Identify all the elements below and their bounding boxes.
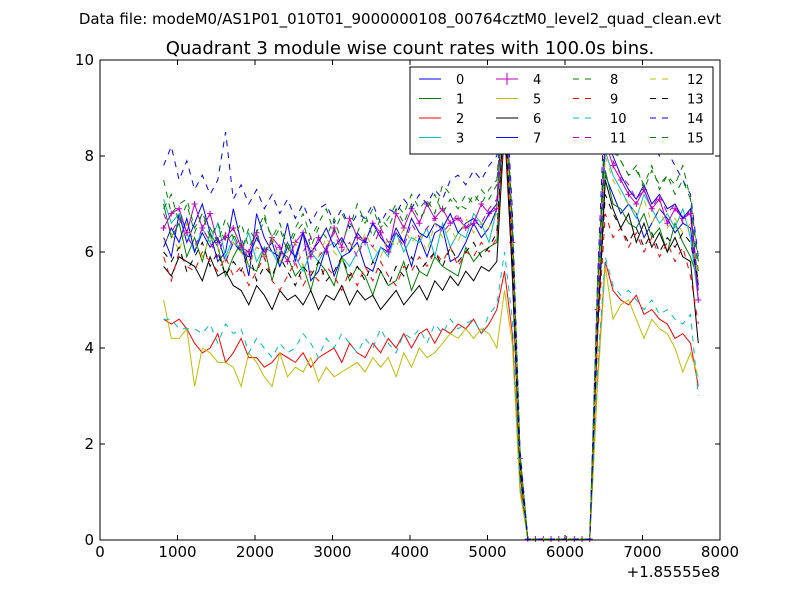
legend-label-15: 15 [687, 132, 704, 147]
figure-suptitle: Data file: modeM0/AS1P01_010T01_90000001… [79, 10, 721, 29]
legend-frame [409, 66, 714, 155]
series-4-point [199, 225, 206, 231]
series-4-point [393, 210, 400, 217]
series-4-point [633, 201, 640, 207]
x-tick-label: 5000 [468, 543, 506, 561]
series-line-15 [163, 79, 699, 540]
x-offset-label: +1.85555e8 [627, 563, 720, 581]
legend-label-8: 8 [610, 73, 618, 88]
x-tick-label: 1000 [158, 543, 196, 561]
y-tick-label: 10 [75, 51, 94, 69]
series-4-point [230, 225, 237, 231]
series-line-14 [163, 64, 699, 540]
series-4-point [447, 220, 454, 227]
series-line-12 [163, 98, 699, 540]
series-4-point [416, 220, 423, 227]
chart-title: Quadrant 3 module wise count rates with … [166, 38, 655, 59]
series-4-point [160, 225, 167, 231]
series-4-point [400, 225, 407, 231]
series-4-point [176, 205, 183, 212]
series-4-point [307, 253, 314, 260]
legend-marker-4 [503, 73, 511, 85]
legend-label-10: 10 [610, 112, 627, 127]
series-line-5 [163, 266, 699, 540]
legend-label-3: 3 [456, 132, 464, 147]
series-line-10 [163, 251, 699, 540]
series-line-1 [163, 103, 699, 540]
x-tick-label: 0 [95, 543, 105, 561]
legend-label-5: 5 [533, 93, 541, 108]
series-4-point [695, 297, 702, 303]
series-4-point [191, 201, 198, 207]
x-tick-label: 8000 [701, 543, 739, 561]
x-tick-label: 4000 [391, 543, 429, 561]
y-tick-label: 8 [84, 147, 94, 165]
series-4-point [625, 191, 632, 198]
x-tick-label: 3000 [313, 543, 351, 561]
legend-label-11: 11 [610, 132, 627, 147]
series-4-point [168, 210, 175, 217]
y-tick-label: 2 [84, 435, 94, 453]
series-line-6 [163, 127, 699, 540]
series-4-point [455, 215, 462, 222]
series-4-point [617, 177, 624, 183]
series-4-point [338, 244, 345, 251]
legend-label-6: 6 [533, 112, 541, 127]
legend-label-4: 4 [533, 73, 541, 88]
legend-label-12: 12 [687, 73, 704, 88]
series-4-point [478, 201, 485, 207]
series-4-point [284, 258, 291, 265]
series-4-point [664, 220, 671, 227]
series-4-point [276, 244, 283, 251]
y-tick-label: 6 [84, 243, 94, 261]
legend-label-1: 1 [456, 93, 464, 108]
series-line-13 [163, 107, 699, 540]
series-4-point [385, 249, 392, 255]
series-4-point [323, 249, 330, 255]
x-tick-label: 7000 [623, 543, 661, 561]
series-4-point [331, 225, 338, 231]
series-line-0 [163, 107, 699, 540]
y-tick-label: 0 [84, 531, 94, 549]
series-4-point [648, 205, 655, 212]
series-line-9 [163, 117, 699, 540]
series-4-point [346, 215, 353, 222]
legend-label-0: 0 [456, 73, 464, 88]
legend-label-9: 9 [610, 93, 618, 108]
y-tick-label: 4 [84, 339, 94, 357]
legend-label-2: 2 [456, 112, 464, 127]
legend-label-14: 14 [687, 112, 704, 127]
series-layer [160, 64, 702, 543]
x-tick-label: 2000 [236, 543, 274, 561]
series-4-point [207, 210, 214, 217]
legend-label-7: 7 [533, 132, 541, 147]
legend-label-13: 13 [687, 93, 704, 108]
series-4-point [470, 220, 477, 227]
x-tick-label: 6000 [546, 543, 584, 561]
